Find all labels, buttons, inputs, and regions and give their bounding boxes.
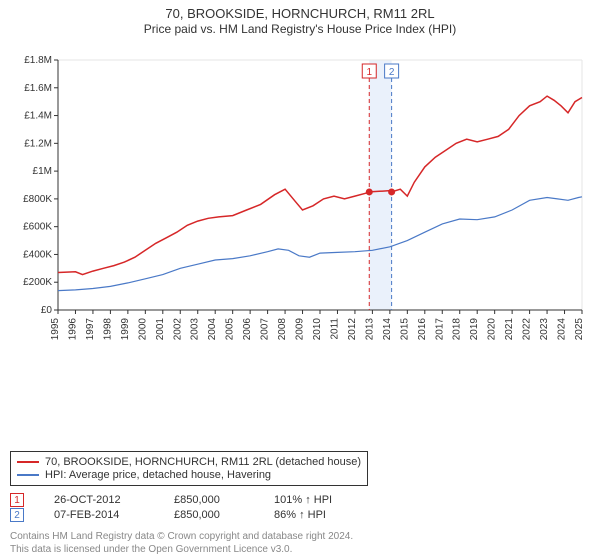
svg-text:1997: 1997	[85, 317, 96, 340]
svg-text:2: 2	[389, 67, 395, 78]
svg-text:2023: 2023	[539, 317, 550, 340]
footnote-line-1: Contains HM Land Registry data © Crown c…	[10, 531, 590, 544]
sale-row-1: 1 26-OCT-2012 £850,000 101% ↑ HPI	[10, 493, 590, 507]
svg-text:2009: 2009	[295, 317, 306, 340]
sale-hpi-1: 101% ↑ HPI	[274, 494, 364, 506]
svg-text:2017: 2017	[434, 317, 445, 340]
sale-price-2: £850,000	[174, 509, 244, 521]
svg-text:2025: 2025	[574, 317, 585, 340]
footnote-line-2: This data is licensed under the Open Gov…	[10, 544, 590, 557]
svg-text:£200K: £200K	[23, 277, 52, 288]
svg-text:2013: 2013	[364, 317, 375, 340]
svg-text:£1.4M: £1.4M	[24, 110, 52, 121]
chart-subtitle: Price paid vs. HM Land Registry's House …	[10, 22, 590, 36]
svg-text:£400K: £400K	[23, 249, 52, 260]
legend-row-a: 70, BROOKSIDE, HORNCHURCH, RM11 2RL (det…	[17, 456, 361, 468]
sale-price-1: £850,000	[174, 494, 244, 506]
svg-text:2005: 2005	[225, 317, 236, 340]
sale-date-1: 26-OCT-2012	[54, 494, 144, 506]
legend-box: 70, BROOKSIDE, HORNCHURCH, RM11 2RL (det…	[10, 451, 368, 486]
svg-text:2012: 2012	[347, 317, 358, 340]
svg-text:2000: 2000	[137, 317, 148, 340]
svg-text:2022: 2022	[522, 317, 533, 340]
svg-text:2008: 2008	[277, 317, 288, 340]
footnote: Contains HM Land Registry data © Crown c…	[10, 531, 590, 556]
svg-text:£0: £0	[41, 305, 53, 316]
legend-swatch-a	[17, 461, 39, 463]
svg-text:1999: 1999	[120, 317, 131, 340]
svg-text:1998: 1998	[102, 317, 113, 340]
sale-hpi-2: 86% ↑ HPI	[274, 509, 364, 521]
legend-swatch-b	[17, 474, 39, 476]
svg-text:2011: 2011	[329, 317, 340, 339]
svg-text:2014: 2014	[382, 317, 393, 340]
svg-text:2021: 2021	[504, 317, 515, 340]
sales-table: 1 26-OCT-2012 £850,000 101% ↑ HPI 2 07-F…	[10, 492, 590, 523]
svg-text:£1.8M: £1.8M	[24, 55, 52, 66]
sale-marker-2: 2	[10, 508, 24, 522]
svg-text:2024: 2024	[557, 317, 568, 340]
svg-text:1995: 1995	[50, 317, 61, 340]
svg-text:2016: 2016	[417, 317, 428, 340]
svg-text:£1.6M: £1.6M	[24, 82, 52, 93]
chart-svg: £0 £200K £400K £600K £800K £1M £1.2M £1.4M £1.6M…	[10, 40, 590, 360]
chart-area: £0 £200K £400K £600K £800K £1M £1.2M £1.4M £1.6M…	[10, 40, 590, 445]
svg-text:2019: 2019	[469, 317, 480, 340]
svg-text:1996: 1996	[67, 317, 78, 340]
svg-text:2001: 2001	[155, 317, 166, 340]
svg-text:£600K: £600K	[23, 221, 52, 232]
svg-text:2010: 2010	[312, 317, 323, 340]
svg-text:2003: 2003	[190, 317, 201, 340]
svg-text:2020: 2020	[487, 317, 498, 340]
svg-text:2015: 2015	[399, 317, 410, 340]
sale-date-2: 07-FEB-2014	[54, 509, 144, 521]
svg-text:2018: 2018	[452, 317, 463, 340]
svg-text:£1M: £1M	[33, 166, 52, 177]
svg-text:£800K: £800K	[23, 193, 52, 204]
svg-text:2002: 2002	[172, 317, 183, 340]
svg-text:1: 1	[366, 67, 372, 78]
sale-row-2: 2 07-FEB-2014 £850,000 86% ↑ HPI	[10, 508, 590, 522]
legend-label-b: HPI: Average price, detached house, Have…	[45, 469, 271, 481]
chart-title: 70, BROOKSIDE, HORNCHURCH, RM11 2RL	[10, 6, 590, 22]
legend-row-b: HPI: Average price, detached house, Have…	[17, 469, 361, 481]
legend-label-a: 70, BROOKSIDE, HORNCHURCH, RM11 2RL (det…	[45, 456, 361, 468]
sale-marker-1: 1	[10, 493, 24, 507]
svg-text:2007: 2007	[260, 317, 271, 340]
svg-text:£1.2M: £1.2M	[24, 138, 52, 149]
svg-text:2004: 2004	[207, 317, 218, 340]
svg-text:2006: 2006	[242, 317, 253, 340]
